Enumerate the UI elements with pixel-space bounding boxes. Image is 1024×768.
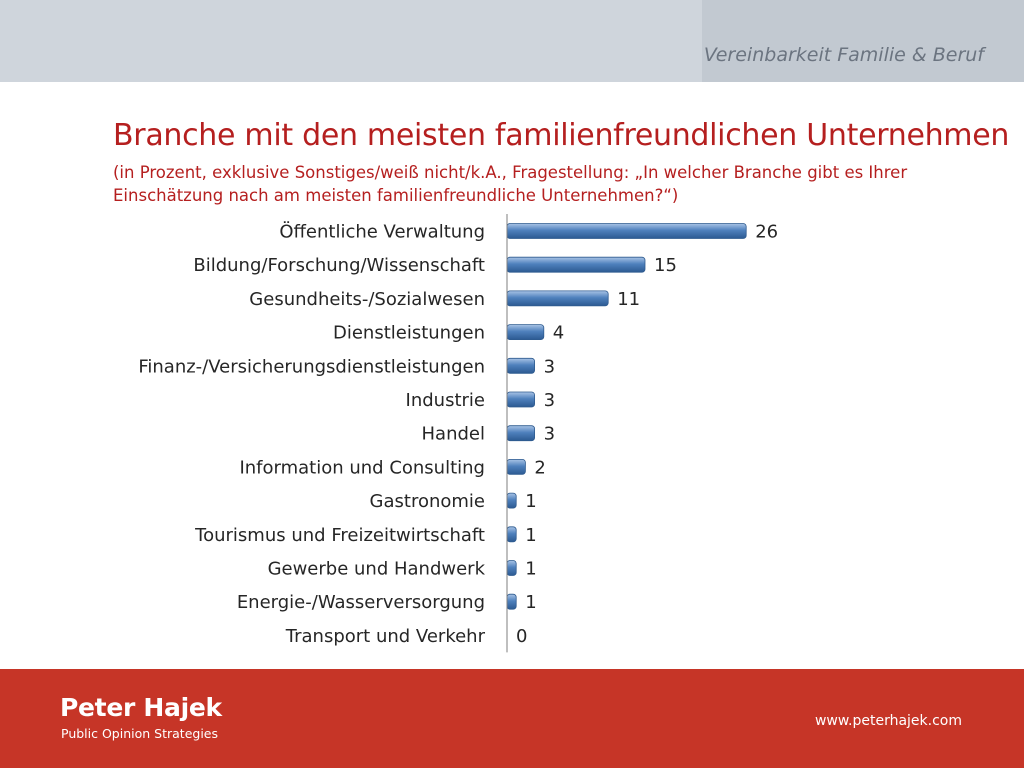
section-title: Vereinbarkeit Familie & Beruf: [703, 44, 984, 66]
header-bar: Vereinbarkeit Familie & Beruf: [0, 0, 1024, 82]
category-label: Öffentliche Verwaltung: [279, 221, 485, 243]
bar: [506, 425, 536, 442]
category-label: Energie-/Wasserversorgung: [237, 592, 485, 613]
value-label: 1: [525, 525, 536, 546]
bar: [506, 324, 545, 341]
website-link[interactable]: www.peterhajek.com: [814, 713, 962, 729]
bar: [506, 290, 609, 307]
value-label: 3: [544, 356, 555, 377]
category-label: Tourismus und Freizeitwirtschaft: [194, 525, 485, 546]
bar: [506, 593, 517, 610]
category-label: Finanz-/Versicherungsdienstleistungen: [138, 356, 485, 377]
value-label: 3: [544, 390, 555, 411]
value-label: 26: [755, 222, 778, 243]
bar: [506, 458, 526, 475]
category-label: Information und Consulting: [239, 457, 485, 478]
slide-title: Branche mit den meisten familienfreundli…: [113, 118, 1010, 153]
bar: [506, 223, 747, 239]
value-label: 3: [544, 424, 555, 445]
value-label: 1: [525, 592, 536, 613]
bar: [506, 492, 517, 509]
bars-layer: Öffentliche Verwaltung 26 Bildung/Forschun…: [138, 221, 778, 647]
category-label: Gastronomie: [370, 491, 485, 512]
footer-bar: Peter Hajek Public Opinion Strategies ww…: [0, 669, 1024, 768]
bar: [506, 256, 646, 273]
value-label: 0: [516, 626, 527, 647]
value-label: 4: [553, 323, 564, 344]
bar: [506, 526, 517, 543]
slide-subtitle: (in Prozent, exklusive Sonstiges/weiß ni…: [113, 163, 908, 205]
bar: [506, 391, 536, 408]
value-label: 1: [525, 559, 536, 580]
value-label: 2: [534, 457, 545, 478]
value-label: 11: [617, 289, 640, 310]
category-label: Industrie: [406, 390, 485, 411]
bar: [506, 357, 536, 374]
header-bar-right: [702, 0, 1024, 82]
category-label: Bildung/Forschung/Wissenschaft: [193, 255, 485, 276]
value-label: 15: [654, 255, 677, 276]
category-label: Handel: [422, 424, 485, 445]
brand-tagline: Public Opinion Strategies: [61, 726, 218, 741]
brand-name: Peter Hajek: [60, 693, 222, 722]
category-label: Dienstleistungen: [333, 323, 485, 344]
category-label: Gewerbe und Handwerk: [268, 559, 486, 580]
category-label: Transport und Verkehr: [285, 626, 486, 647]
value-label: 1: [525, 491, 536, 512]
bar: [506, 560, 517, 576]
category-label: Gesundheits-/Sozialwesen: [249, 289, 485, 310]
